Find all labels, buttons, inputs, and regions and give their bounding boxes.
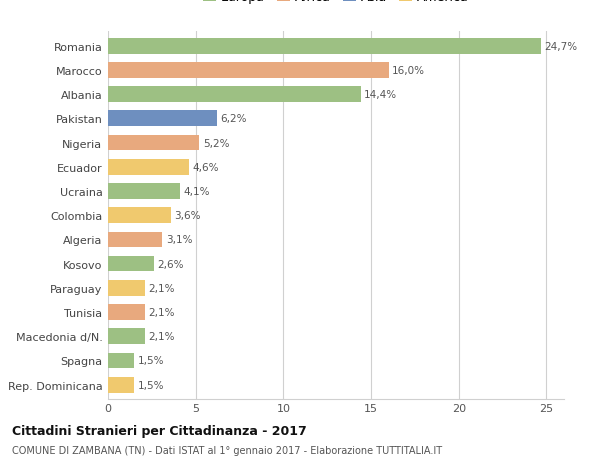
- Bar: [108, 329, 145, 344]
- Bar: [108, 135, 199, 151]
- Text: 16,0%: 16,0%: [392, 66, 425, 76]
- Text: 14,4%: 14,4%: [364, 90, 397, 100]
- Text: 5,2%: 5,2%: [203, 138, 229, 148]
- Text: 2,1%: 2,1%: [148, 308, 175, 317]
- Text: 4,6%: 4,6%: [192, 162, 218, 173]
- Bar: [108, 232, 163, 248]
- Text: 2,1%: 2,1%: [148, 283, 175, 293]
- Text: Cittadini Stranieri per Cittadinanza - 2017: Cittadini Stranieri per Cittadinanza - 2…: [12, 425, 307, 437]
- Bar: [108, 256, 154, 272]
- Bar: [108, 39, 541, 55]
- Bar: [108, 304, 145, 320]
- Bar: [108, 280, 145, 296]
- Legend: Europa, Africa, Asia, America: Europa, Africa, Asia, America: [203, 0, 469, 4]
- Bar: [108, 87, 361, 103]
- Bar: [108, 63, 389, 78]
- Text: 2,6%: 2,6%: [157, 259, 184, 269]
- Bar: [108, 353, 134, 369]
- Text: 3,1%: 3,1%: [166, 235, 193, 245]
- Bar: [108, 160, 188, 175]
- Bar: [108, 184, 180, 199]
- Text: 24,7%: 24,7%: [545, 42, 578, 51]
- Text: 6,2%: 6,2%: [220, 114, 247, 124]
- Text: 4,1%: 4,1%: [184, 186, 210, 196]
- Text: COMUNE DI ZAMBANA (TN) - Dati ISTAT al 1° gennaio 2017 - Elaborazione TUTTITALIA: COMUNE DI ZAMBANA (TN) - Dati ISTAT al 1…: [12, 445, 442, 455]
- Text: 1,5%: 1,5%: [138, 380, 164, 390]
- Text: 2,1%: 2,1%: [148, 331, 175, 341]
- Bar: [108, 377, 134, 393]
- Bar: [108, 208, 171, 224]
- Bar: [108, 111, 217, 127]
- Text: 3,6%: 3,6%: [175, 211, 201, 221]
- Text: 1,5%: 1,5%: [138, 356, 164, 366]
